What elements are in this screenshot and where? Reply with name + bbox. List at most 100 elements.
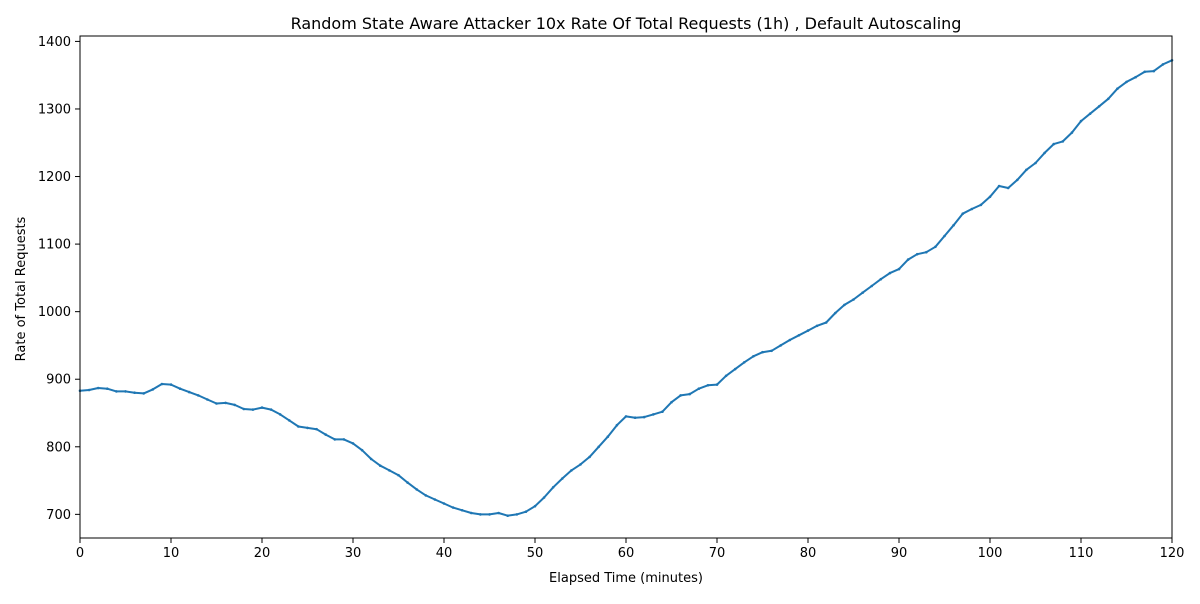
data-point (743, 361, 746, 364)
data-point (652, 413, 655, 416)
data-point (624, 415, 628, 418)
y-tick-label: 1100 (38, 238, 71, 253)
data-point (1070, 131, 1074, 134)
x-tick-label: 30 (345, 546, 362, 561)
data-point (961, 212, 964, 215)
data-point (1097, 105, 1101, 108)
y-tick-label: 1200 (38, 170, 71, 185)
x-tick-label: 10 (163, 546, 180, 561)
data-point (106, 387, 109, 391)
data-point (269, 408, 273, 411)
data-point (96, 386, 100, 390)
x-tick-label: 40 (436, 546, 453, 561)
data-point (524, 510, 528, 513)
data-point (1079, 119, 1083, 123)
data-point (806, 329, 810, 332)
x-tick-label: 20 (254, 546, 271, 561)
x-tick-label: 70 (709, 546, 726, 561)
data-point (324, 433, 328, 436)
data-point (288, 419, 291, 422)
data-point (1088, 112, 1092, 115)
data-point (351, 442, 355, 445)
data-point (442, 502, 446, 505)
x-axis-label: Elapsed Time (minutes) (549, 571, 703, 586)
y-axis-label: Rate of Total Requests (14, 216, 29, 361)
data-point (1116, 87, 1119, 90)
data-point (679, 394, 682, 397)
series-layer (78, 59, 1174, 517)
data-point (278, 413, 282, 416)
data-point (979, 203, 983, 207)
data-point (597, 445, 600, 449)
data-point (297, 425, 300, 428)
data-point (460, 509, 464, 512)
data-point (379, 464, 382, 468)
data-point (970, 207, 974, 211)
data-point (178, 387, 182, 391)
data-point (943, 234, 946, 238)
data-point (424, 494, 428, 497)
data-point (542, 496, 546, 499)
data-point (470, 511, 473, 515)
data-point (251, 408, 255, 411)
y-tick-label: 1000 (38, 305, 71, 320)
chart-title: Random State Aware Attacker 10x Rate Of … (291, 14, 962, 33)
data-point (1006, 186, 1010, 190)
data-point (169, 383, 173, 386)
data-point (715, 383, 719, 386)
data-point (561, 477, 564, 480)
data-point (834, 311, 837, 315)
data-point (915, 252, 919, 256)
data-point (797, 334, 801, 337)
y-tick-label: 1400 (38, 35, 71, 50)
data-point (997, 184, 1001, 188)
y-tick-label: 1300 (38, 102, 71, 117)
data-point (934, 245, 937, 249)
data-point (1152, 69, 1156, 73)
data-point (151, 388, 155, 391)
data-point (788, 338, 792, 342)
data-point (925, 250, 928, 254)
data-point (206, 398, 209, 401)
data-point (388, 469, 391, 472)
data-point (451, 506, 455, 509)
data-point (306, 426, 309, 430)
data-point (1043, 151, 1046, 155)
data-point (315, 427, 318, 431)
y-tick-label: 800 (46, 440, 71, 455)
data-point (579, 463, 582, 466)
x-tick-label: 60 (618, 546, 635, 561)
data-point (988, 195, 992, 199)
data-point (879, 277, 883, 281)
data-point (115, 390, 118, 393)
data-point (551, 486, 555, 489)
data-point (533, 504, 537, 508)
data-point (824, 321, 828, 324)
data-point (952, 223, 955, 227)
data-point (187, 390, 191, 394)
data-point (497, 511, 500, 515)
data-point (779, 344, 782, 347)
data-point (1016, 178, 1019, 182)
data-point (588, 455, 591, 459)
data-point (260, 406, 264, 409)
data-point (342, 438, 346, 441)
data-point (506, 514, 510, 517)
data-point (1143, 70, 1146, 74)
data-point (224, 401, 227, 405)
data-point (606, 435, 610, 439)
x-axis: 0 10 20 30 40 50 60 70 80 90 100 110 120 (76, 538, 1185, 561)
data-point (888, 271, 892, 275)
data-point (142, 392, 145, 395)
x-tick-label: 110 (1069, 546, 1094, 561)
data-point (197, 394, 200, 397)
data-point (233, 403, 236, 407)
x-tick-label: 120 (1160, 546, 1185, 561)
data-point (661, 410, 664, 414)
y-tick-label: 900 (46, 373, 71, 388)
data-point (1034, 161, 1037, 165)
x-tick-label: 50 (527, 546, 544, 561)
data-point (124, 390, 127, 393)
